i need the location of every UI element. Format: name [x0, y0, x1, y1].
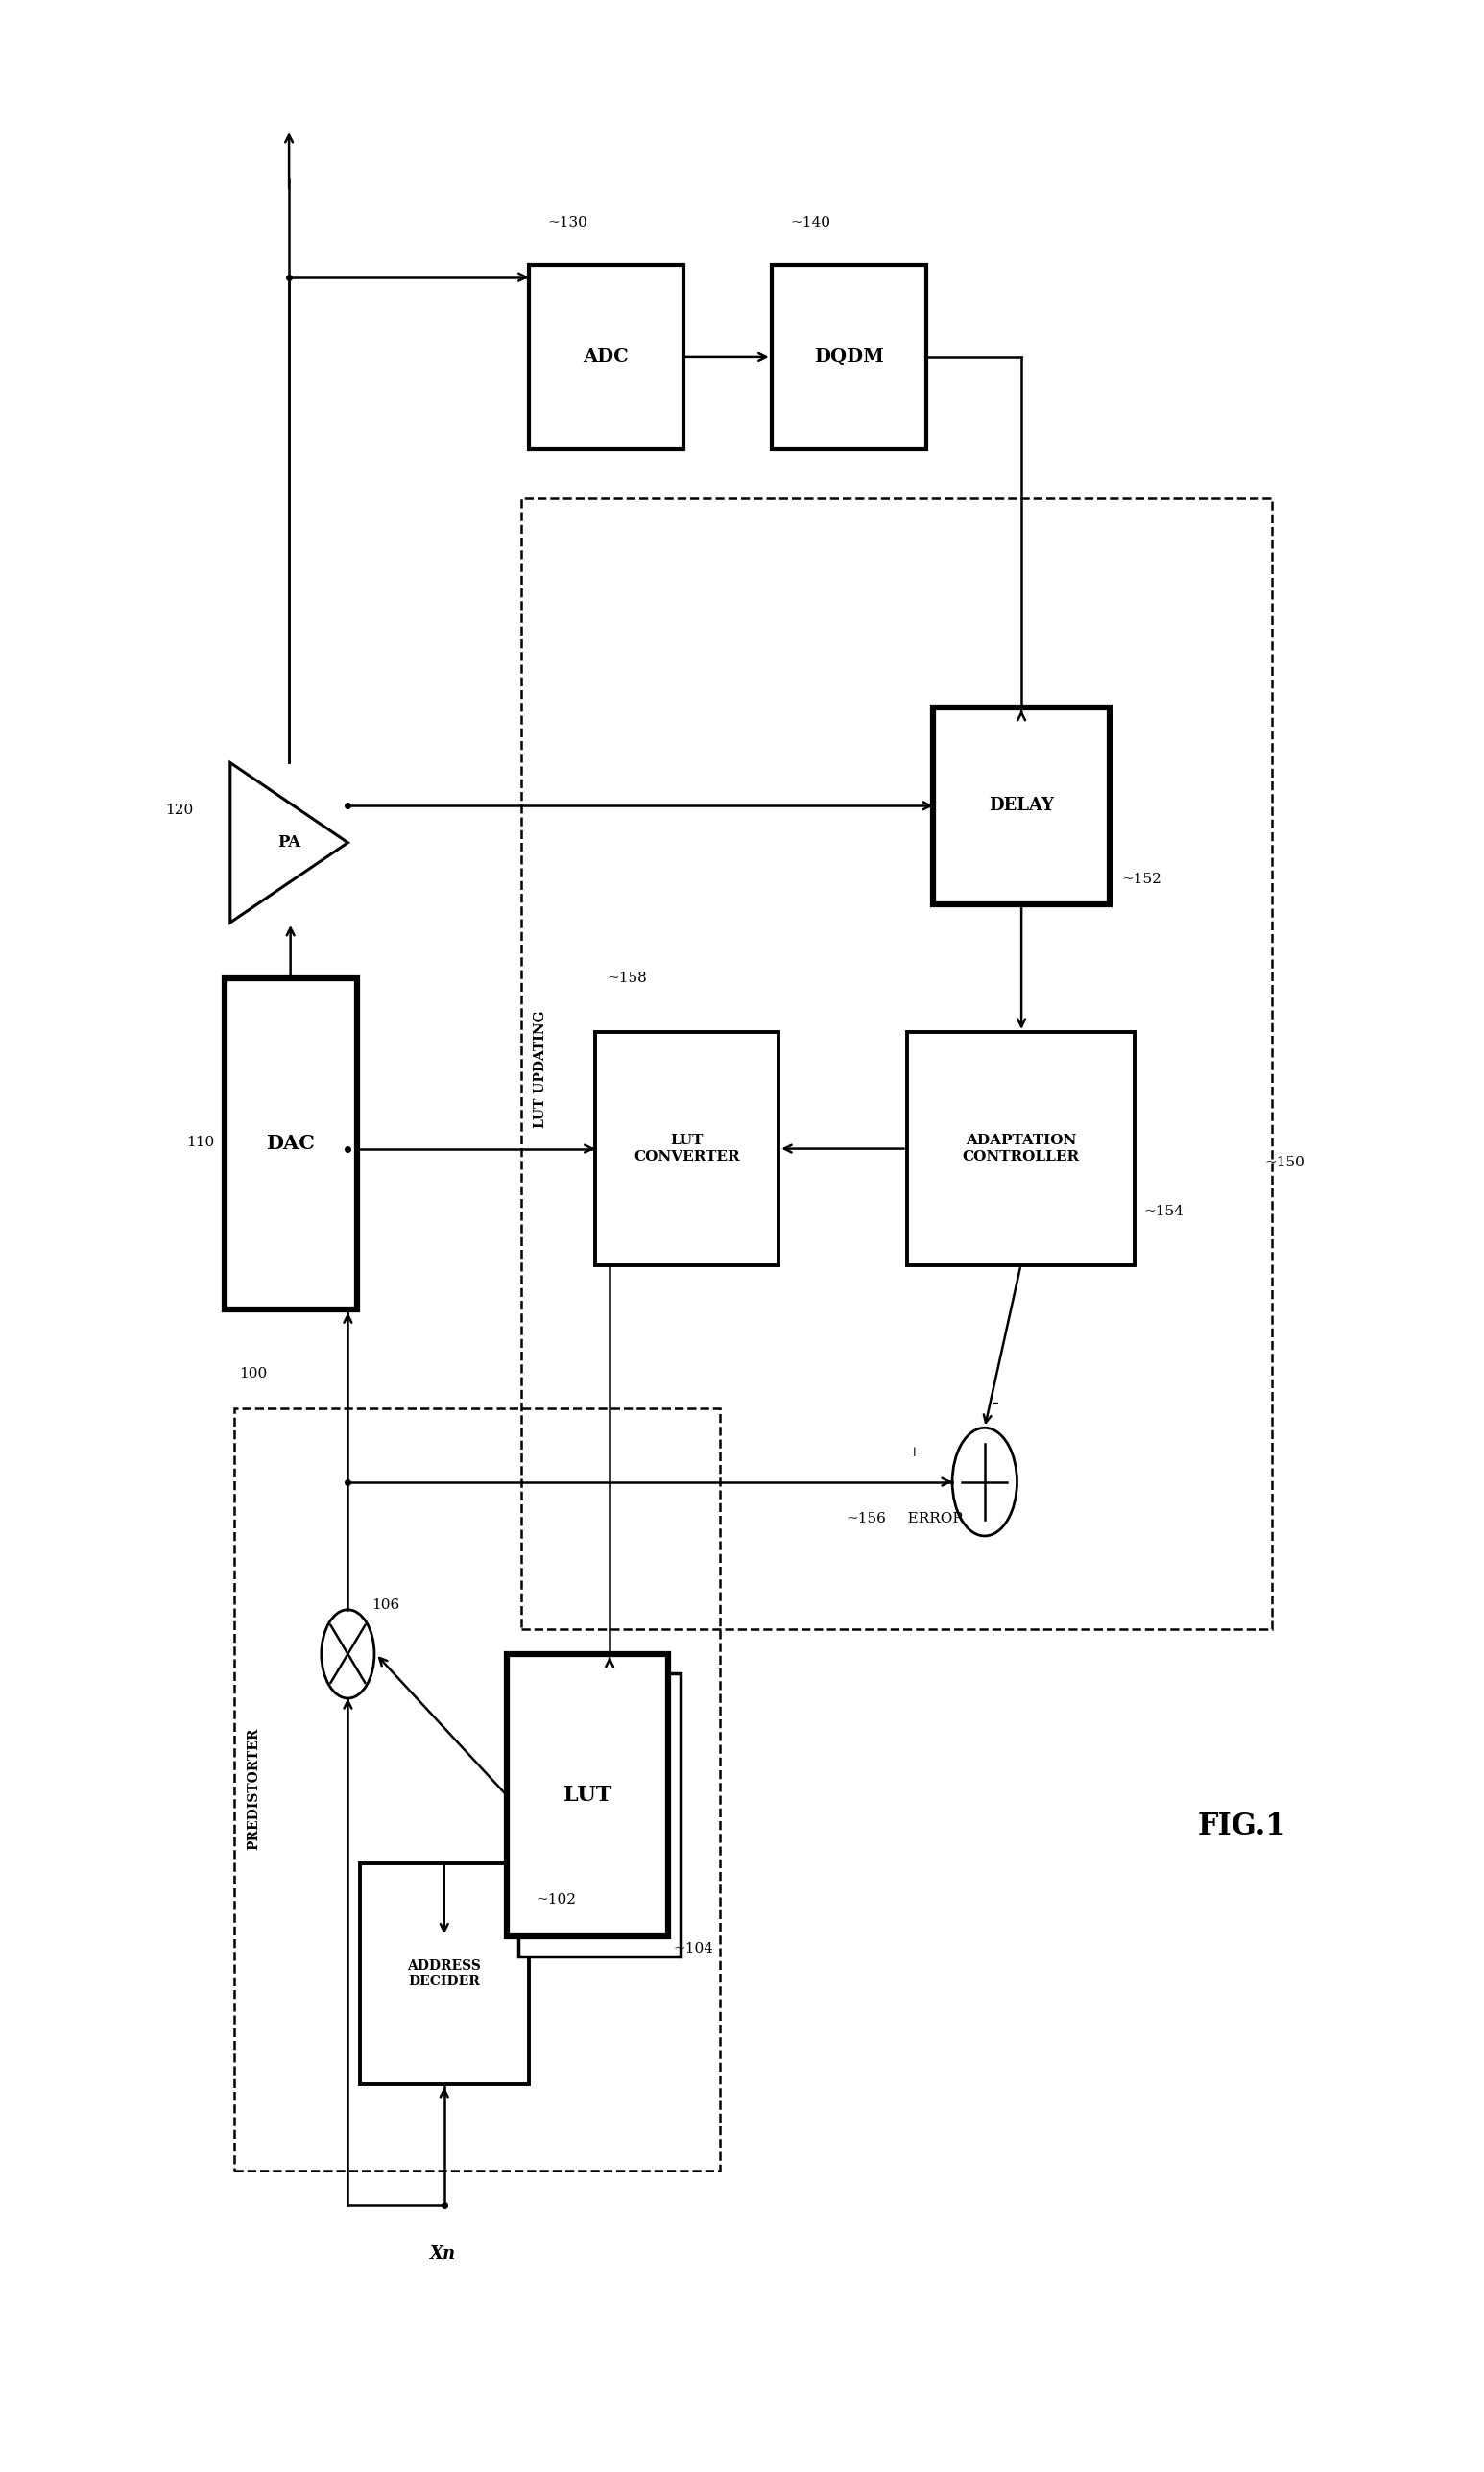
- Text: ERROR: ERROR: [893, 1513, 963, 1525]
- Text: DAC: DAC: [266, 1135, 315, 1154]
- Text: DQDM: DQDM: [813, 349, 883, 366]
- FancyBboxPatch shape: [506, 1654, 668, 1936]
- Text: ~140: ~140: [791, 218, 831, 230]
- Text: ~104: ~104: [672, 1943, 714, 1955]
- Text: ~152: ~152: [1122, 873, 1162, 887]
- Text: DELAY: DELAY: [988, 796, 1054, 813]
- FancyBboxPatch shape: [907, 1031, 1135, 1266]
- Text: ~102: ~102: [536, 1894, 576, 1906]
- Text: ~154: ~154: [1144, 1204, 1184, 1219]
- Text: ~158: ~158: [607, 971, 647, 984]
- Text: LUT: LUT: [564, 1785, 611, 1807]
- Text: ADC: ADC: [583, 349, 629, 366]
- Text: ~130: ~130: [548, 218, 588, 230]
- Text: PA: PA: [278, 836, 301, 850]
- FancyBboxPatch shape: [224, 979, 356, 1310]
- Text: 110: 110: [186, 1135, 214, 1149]
- FancyBboxPatch shape: [933, 707, 1110, 905]
- Text: ADDRESS
DECIDER: ADDRESS DECIDER: [407, 1960, 481, 1987]
- Text: Xn: Xn: [430, 2245, 457, 2262]
- Text: ADAPTATION
CONTROLLER: ADAPTATION CONTROLLER: [962, 1135, 1079, 1164]
- Text: 106: 106: [371, 1597, 399, 1612]
- FancyBboxPatch shape: [528, 265, 683, 450]
- Text: FIG.1: FIG.1: [1198, 1812, 1287, 1842]
- FancyBboxPatch shape: [595, 1031, 779, 1266]
- Text: LUT UPDATING: LUT UPDATING: [534, 1011, 548, 1127]
- FancyBboxPatch shape: [772, 265, 926, 450]
- Text: 100: 100: [239, 1367, 267, 1379]
- Text: +: +: [908, 1446, 920, 1458]
- Text: ~156: ~156: [846, 1513, 886, 1525]
- Text: -: -: [991, 1394, 999, 1412]
- Text: PREDISTORTER: PREDISTORTER: [246, 1728, 261, 1852]
- Text: ~150: ~150: [1264, 1154, 1304, 1169]
- Text: 120: 120: [166, 803, 193, 818]
- FancyBboxPatch shape: [518, 1674, 680, 1955]
- Text: LUT
CONVERTER: LUT CONVERTER: [634, 1135, 741, 1164]
- FancyBboxPatch shape: [359, 1864, 528, 2084]
